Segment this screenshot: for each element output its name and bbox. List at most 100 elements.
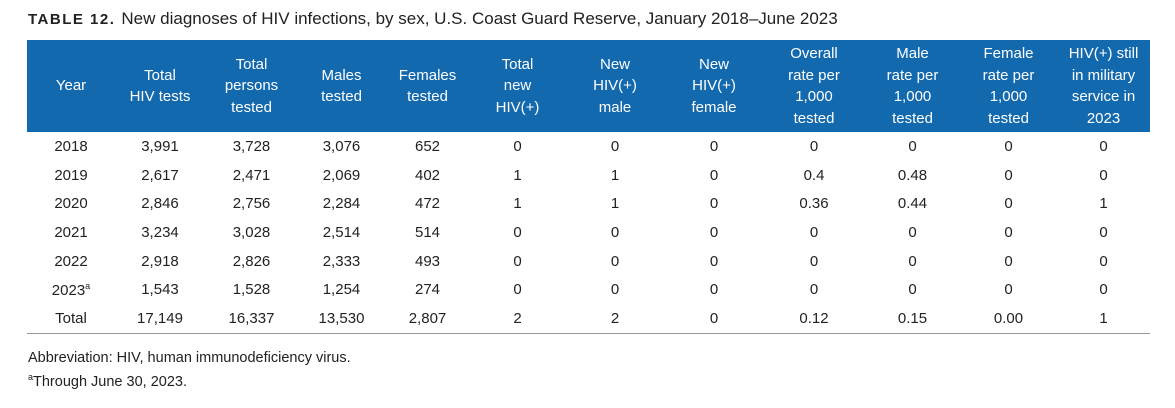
table-cell: 0 (1099, 166, 1108, 184)
header-line: Males (321, 66, 362, 84)
table-cell: 0.44 (897, 195, 928, 213)
header-line: 2023 (1086, 109, 1121, 127)
row-label-text: 2022 (54, 252, 88, 270)
header-line: Total (501, 55, 534, 73)
header-line: HIV(+) (692, 77, 736, 95)
header-line: 1,000 (893, 88, 932, 105)
table-cell: 1 (610, 195, 620, 213)
table-cell: 0 (513, 281, 522, 299)
table-label: TABLE 12. (28, 11, 116, 28)
table-cell: 0 (908, 252, 917, 270)
table-cell: 514 (414, 223, 441, 241)
table-cell: 0 (709, 281, 719, 299)
header-cell: Total persons tested (205, 40, 298, 132)
table-cell: 0 (1099, 281, 1108, 299)
row-label-text: 2020 (54, 195, 88, 213)
table-cell: 3,991 (141, 137, 179, 155)
row-label: 2018 (27, 132, 115, 161)
header-line: rate per (886, 66, 939, 84)
header-line: rate per (788, 66, 840, 84)
note-mark: a (85, 280, 91, 291)
table-cell: 0 (809, 281, 819, 299)
table-body: 2018 3,991 3,728 3,076 652 0 0 0 0 0 0 0 2019 2,617 2,… (27, 132, 1150, 334)
table-cell: 2,284 (322, 195, 361, 213)
table-cell: 0.36 (799, 195, 829, 213)
table-cell: 472 (414, 195, 441, 213)
table-cell: 0 (1004, 137, 1013, 155)
table-cell: 3,728 (232, 137, 271, 155)
header-line: in military (1071, 66, 1136, 84)
table-cell: 652 (414, 137, 441, 155)
header-cell: Total new HIV(+) (470, 40, 565, 132)
table-cell: 16,337 (205, 304, 298, 334)
header-line: HIV(+) still (1068, 45, 1139, 62)
header-line: New (698, 55, 729, 73)
table-cell: 0 (1004, 195, 1013, 213)
header-cell: Overall rate per 1,000 tested (763, 40, 865, 132)
table-row: 2021 3,234 3,028 2,514 514 0 0 0 0 0 0 0 (27, 218, 1150, 247)
table-cell: 0 (809, 252, 819, 270)
table-cell: 0 (513, 252, 522, 270)
table-cell: 2,333 (322, 252, 361, 270)
header-line: tested (988, 109, 1029, 127)
row-label-text: 2019 (54, 166, 88, 184)
table-cell: 0 (513, 137, 522, 155)
table-cell: 402 (414, 166, 441, 184)
table-cell: 0.00 (960, 304, 1057, 334)
table-cell: 2,918 (141, 252, 179, 270)
abbreviation-note: Abbreviation: HIV, human immunodeficienc… (28, 350, 351, 366)
header-line: male (598, 98, 632, 116)
header-line: HIV(+) (593, 77, 637, 95)
row-label-text: 2023 (51, 281, 86, 299)
table-cell: 0 (1004, 252, 1013, 270)
header-cell: New HIV(+) female (665, 40, 763, 132)
header-cell: Males tested (298, 40, 385, 132)
header-line: female (691, 98, 737, 116)
table-cell: 17,149 (115, 304, 205, 334)
header-line: HIV(+) (495, 98, 540, 116)
table-cell: 1,528 (232, 281, 271, 299)
header-line: 1,000 (795, 88, 833, 105)
table-cell: 2 (565, 304, 665, 334)
header-line: persons (224, 77, 279, 95)
header-line: 1,000 (989, 88, 1028, 105)
header-line: new (503, 77, 532, 95)
header-cell: Male rate per 1,000 tested (865, 40, 960, 132)
table-header: Year Total HIV tests Total persons tested Male… (27, 40, 1150, 132)
row-label: 2022 (27, 247, 115, 276)
table-cell: 0.15 (865, 304, 960, 334)
table-cell: 0 (1099, 252, 1108, 270)
table-cell: 0 (709, 166, 719, 184)
table-cell: 2,471 (232, 166, 271, 184)
table-cell: 1 (513, 166, 522, 184)
header-line: tested (407, 88, 448, 105)
header-line: Overall (790, 45, 838, 62)
table-cell: 1 (513, 195, 522, 213)
table-cell: 3,076 (322, 137, 361, 155)
table-cell: 0 (610, 252, 620, 270)
table-cell: 1 (1099, 195, 1108, 213)
header-line: rate per (982, 66, 1035, 84)
table-cell: 1,543 (141, 281, 179, 299)
table-row: Total 17,149 16,337 13,530 2,807 2 2 0 0.12 0.15 0… (27, 304, 1150, 334)
table-cell: 1 (1057, 304, 1150, 334)
header-cell: New HIV(+) male (565, 40, 665, 132)
table-cell: 0 (709, 195, 719, 213)
table-cell: 3,234 (141, 223, 179, 241)
table-cell: 1 (610, 166, 620, 184)
table-cell: 0 (610, 137, 620, 155)
table-cell: 13,530 (298, 304, 385, 334)
row-label-text: Total (55, 309, 87, 327)
table-title: TABLE 12. New diagnoses of HIV infections… (28, 9, 838, 29)
header-line: Male (896, 45, 929, 62)
table-cell: 0 (908, 137, 917, 155)
table-cell: 2,756 (232, 195, 271, 213)
table-cell: 493 (414, 252, 441, 270)
row-label: Total (27, 304, 115, 334)
table-cell: 2 (470, 304, 565, 334)
header-cell: Female rate per 1,000 tested (960, 40, 1057, 132)
header-line: Female (983, 45, 1034, 62)
table-cell: 0 (610, 281, 620, 299)
table-cell: 2,807 (385, 304, 470, 334)
